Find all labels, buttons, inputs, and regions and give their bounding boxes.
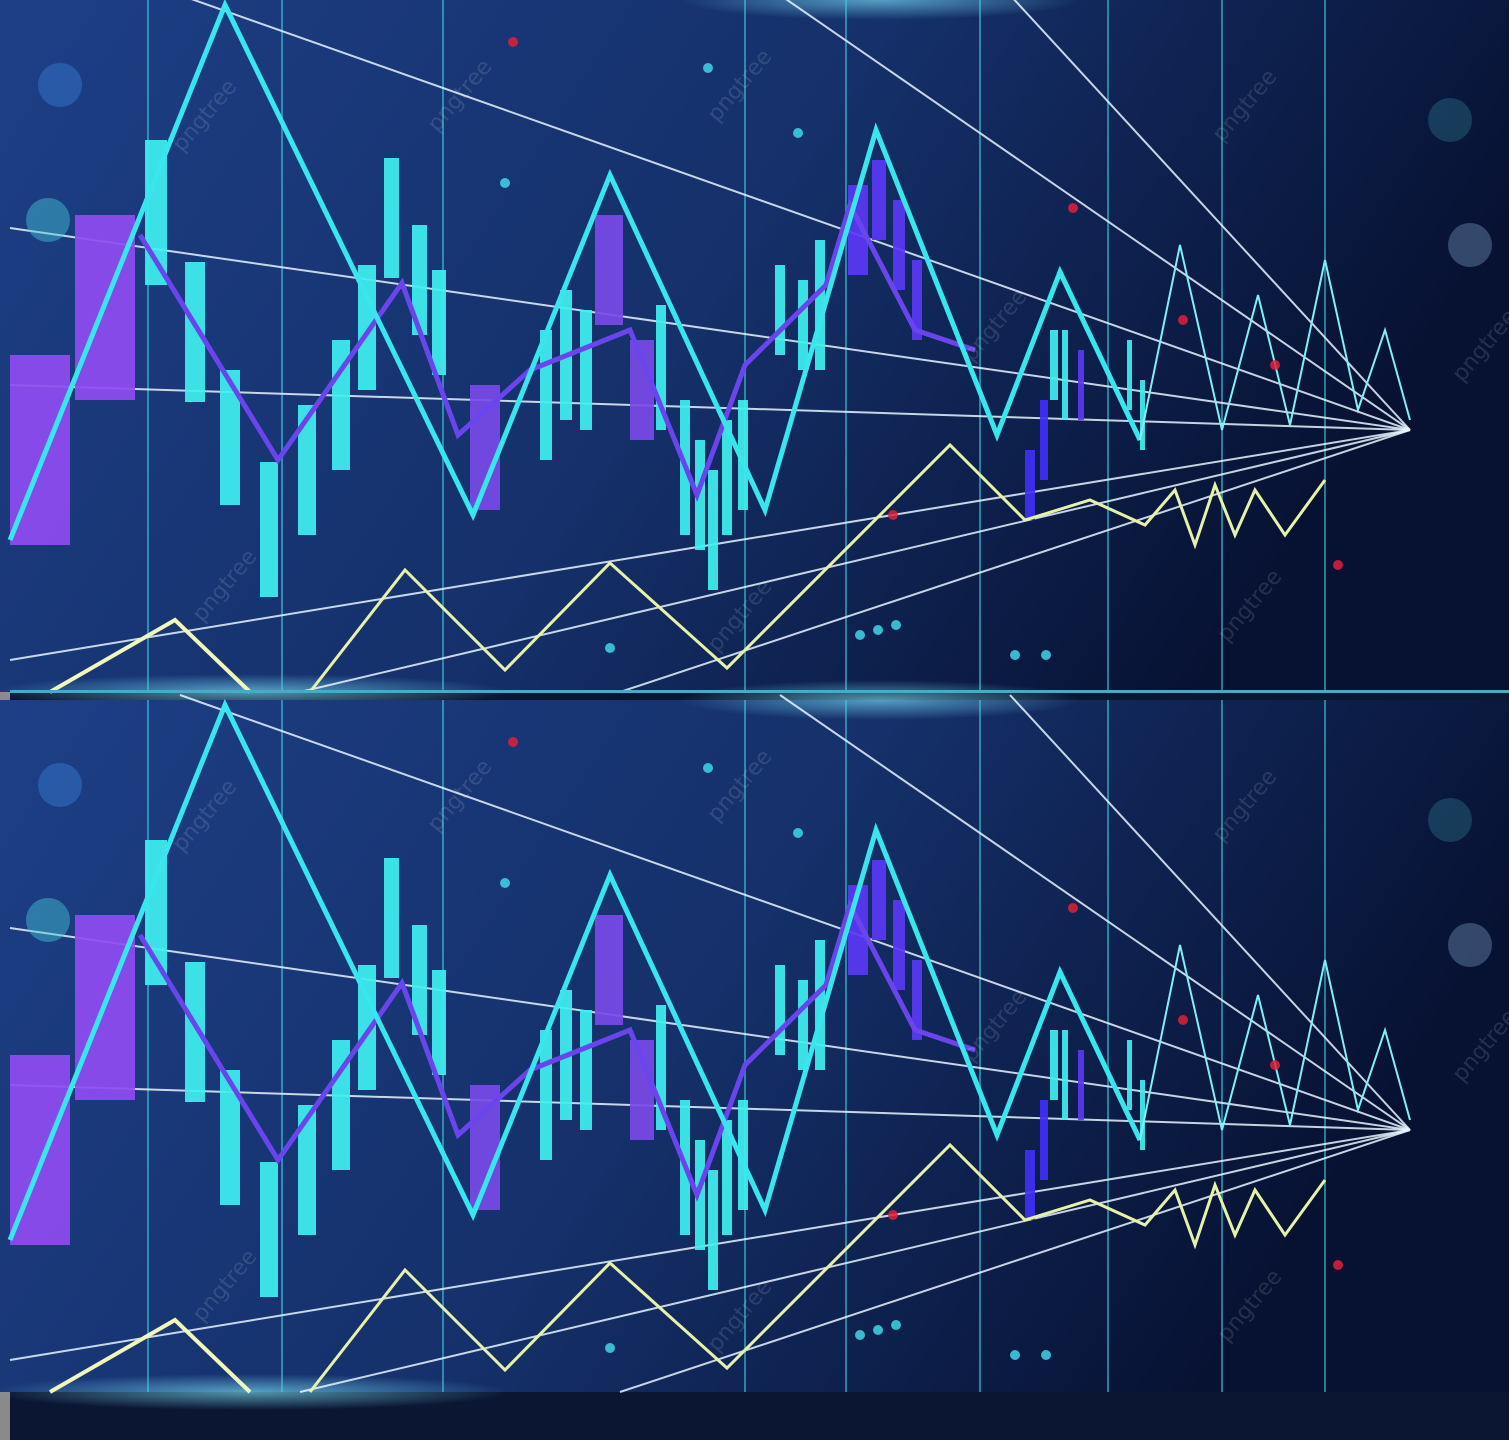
- divider: [10, 690, 1509, 693]
